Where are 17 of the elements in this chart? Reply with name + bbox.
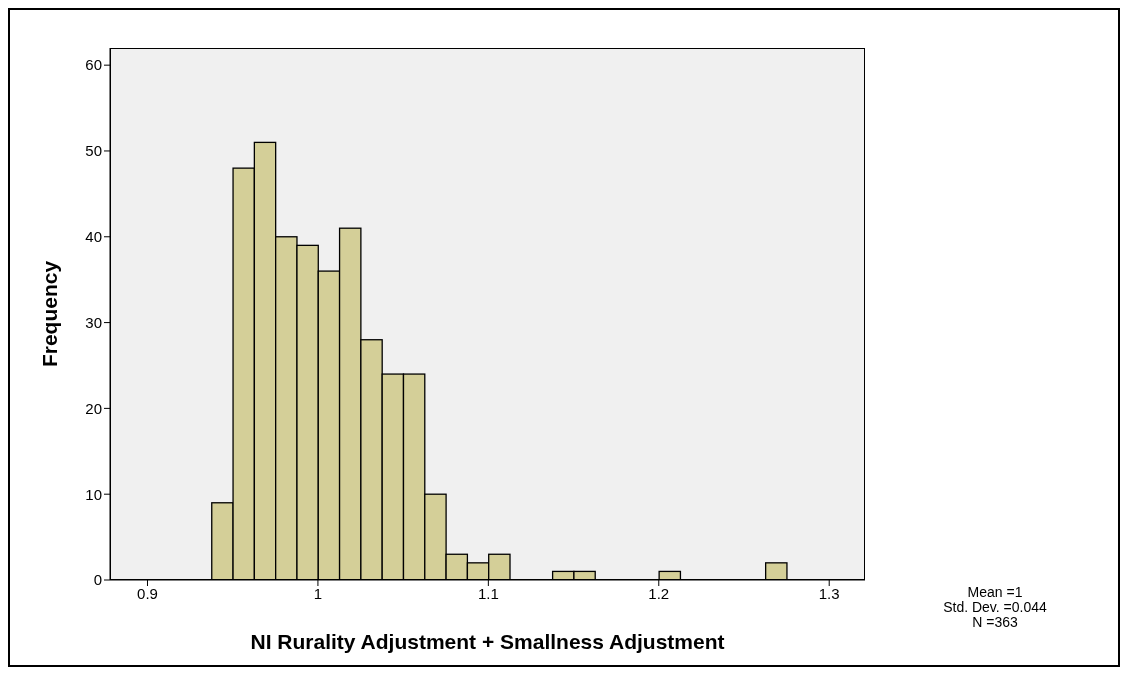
x-tick-label: 1.2 [648, 584, 670, 602]
y-tick-label: 30 [85, 313, 102, 331]
y-tick-label: 0 [93, 571, 102, 589]
text: Mean =1 [967, 584, 1024, 600]
x-tick-label: 0.9 [137, 584, 158, 602]
x-tick-label: 1.3 [818, 584, 840, 602]
x-tick-label: 1.1 [477, 584, 499, 602]
y-tick-label: 60 [85, 56, 102, 74]
y-tick-label: 40 [85, 228, 102, 246]
y-tick-label: 20 [85, 399, 102, 417]
x-axis-title: NI Rurality Adjustment + Smallness Adjustment [249, 630, 726, 654]
x-tick-label: 1 [313, 584, 323, 602]
text: N =363 [971, 614, 1019, 630]
y-axis-title: Frequency [38, 260, 62, 368]
text: Std. Dev. =0.044 [942, 599, 1048, 615]
y-tick-label: 10 [85, 485, 102, 503]
y-tick-label: 50 [85, 142, 102, 160]
